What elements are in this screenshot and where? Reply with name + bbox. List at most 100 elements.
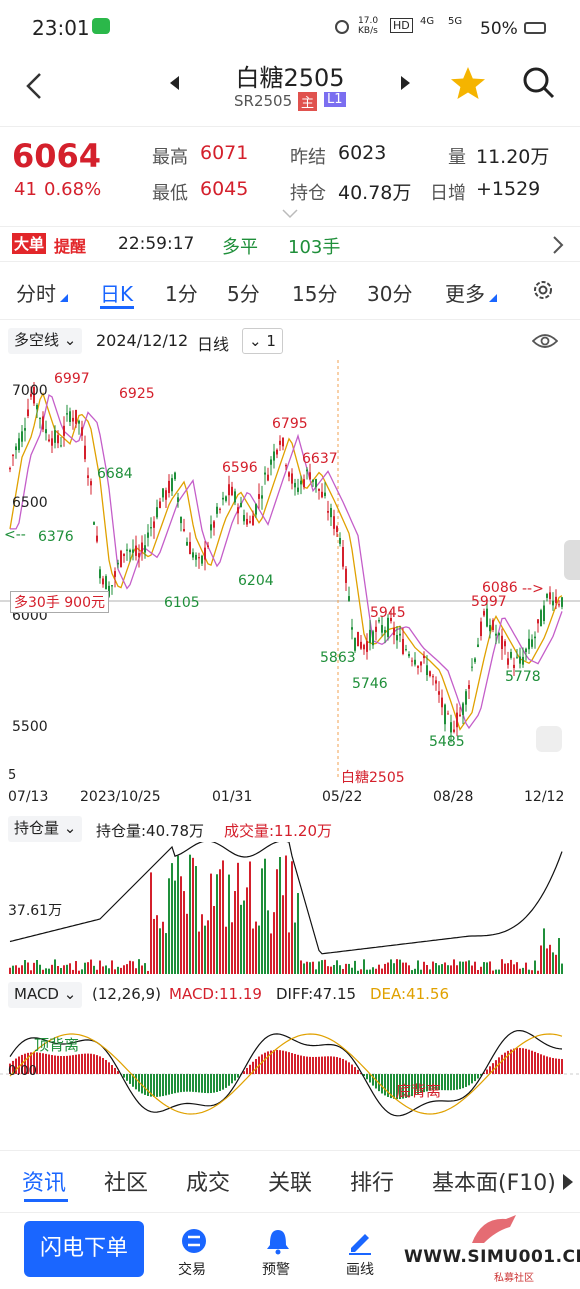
volume-bar bbox=[231, 922, 233, 974]
candle-body bbox=[141, 542, 143, 552]
macd-histogram-bar bbox=[66, 1055, 68, 1074]
oi-select[interactable]: 持仓量 ⌄ bbox=[8, 816, 83, 842]
volume-bar bbox=[99, 960, 101, 974]
candle-body bbox=[453, 729, 455, 732]
volume-bar bbox=[282, 895, 284, 974]
volume-bar bbox=[303, 963, 305, 974]
next-contract-icon[interactable] bbox=[400, 76, 410, 90]
macd-histogram-bar bbox=[402, 1074, 404, 1099]
candle-body bbox=[300, 480, 302, 485]
alert-button[interactable]: 预警 bbox=[262, 1262, 290, 1278]
candle-body bbox=[477, 644, 479, 648]
volume-bar bbox=[471, 965, 473, 974]
volume-bar bbox=[390, 959, 392, 974]
tab-intraday[interactable]: 分时 bbox=[16, 282, 56, 306]
candle-body bbox=[99, 569, 101, 579]
candle-body bbox=[384, 629, 386, 633]
star-icon[interactable] bbox=[450, 66, 486, 100]
candle-body bbox=[465, 691, 467, 705]
volume-bar bbox=[405, 962, 407, 974]
macd-histogram-bar bbox=[90, 1053, 92, 1074]
volume-bar bbox=[21, 965, 23, 974]
macd-histogram-bar bbox=[45, 1053, 47, 1074]
tab-5min[interactable]: 5分 bbox=[227, 282, 260, 306]
macd-histogram-bar bbox=[327, 1056, 329, 1074]
candle-body bbox=[342, 547, 344, 567]
big-order-alert[interactable]: 大单 提醒 22:59:17 多平 103手 bbox=[0, 226, 580, 262]
macd-histogram-bar bbox=[534, 1051, 536, 1074]
volume-bar bbox=[87, 962, 89, 974]
high-label: 最高 bbox=[152, 147, 188, 168]
tab-fundamentals[interactable]: 基本面(F10) bbox=[432, 1171, 556, 1196]
back-icon[interactable] bbox=[24, 72, 44, 100]
candle-body bbox=[147, 532, 149, 538]
macd-histogram-bar bbox=[60, 1056, 62, 1074]
tab-ranking[interactable]: 排行 bbox=[350, 1171, 395, 1196]
position-label[interactable]: 多30手 900元 bbox=[10, 591, 109, 613]
tab-community[interactable]: 社区 bbox=[104, 1171, 149, 1196]
prev-contract-icon[interactable] bbox=[170, 76, 180, 90]
volume-bar bbox=[135, 968, 137, 974]
chevron-right-icon bbox=[553, 236, 564, 254]
candle-body bbox=[495, 633, 497, 636]
oi-volume-chart[interactable] bbox=[0, 842, 580, 978]
tab-30min[interactable]: 30分 bbox=[367, 282, 413, 306]
candle-body bbox=[435, 680, 437, 684]
indicator-select[interactable]: 多空线 ⌄ bbox=[8, 328, 83, 354]
tab-trades[interactable]: 成交 bbox=[186, 1171, 231, 1196]
count-label: 1 bbox=[266, 332, 276, 350]
kline-chart[interactable] bbox=[0, 360, 580, 812]
label-high-5945: 5945 bbox=[370, 605, 406, 621]
macd-histogram-bar bbox=[444, 1074, 446, 1091]
candle-body bbox=[219, 508, 221, 510]
volume-bar bbox=[18, 967, 20, 974]
tab-news[interactable]: 资讯 bbox=[22, 1171, 67, 1196]
tab-1min[interactable]: 1分 bbox=[165, 282, 198, 306]
candle-body bbox=[309, 472, 311, 480]
label-low-6684: 6684 bbox=[97, 466, 133, 482]
candle-body bbox=[192, 552, 194, 558]
dea-line bbox=[9, 1033, 563, 1115]
side-drawer-handle[interactable] bbox=[564, 540, 580, 580]
label-low-5863: 5863 bbox=[320, 650, 356, 666]
eye-icon[interactable] bbox=[532, 332, 558, 350]
tab-active-indicator bbox=[100, 306, 134, 309]
tabs-scroll-icon[interactable] bbox=[562, 1173, 574, 1191]
candle-body bbox=[468, 685, 470, 689]
tab-more[interactable]: 更多 bbox=[445, 282, 485, 306]
volume-bar bbox=[219, 869, 221, 974]
macd-histogram-bar bbox=[135, 1074, 137, 1090]
count-select[interactable]: ⌄ 1 bbox=[242, 328, 283, 354]
draw-button[interactable]: 画线 bbox=[346, 1262, 374, 1278]
tab-related[interactable]: 关联 bbox=[268, 1171, 313, 1196]
candle-body bbox=[369, 629, 371, 643]
search-icon[interactable] bbox=[522, 66, 556, 100]
volume-bar bbox=[66, 964, 68, 974]
candle-body bbox=[180, 516, 182, 524]
fullscreen-icon[interactable] bbox=[536, 726, 562, 752]
macd-zero: 0.00 bbox=[8, 1064, 37, 1079]
volume-bar bbox=[183, 891, 185, 974]
ma-line-long bbox=[10, 394, 563, 730]
candle-body bbox=[42, 416, 44, 430]
macd-select[interactable]: MACD ⌄ bbox=[8, 982, 83, 1008]
tab-daily[interactable]: 日K bbox=[100, 282, 134, 306]
volume-bar bbox=[27, 962, 29, 974]
alert-time: 22:59:17 bbox=[118, 234, 195, 254]
trade-button[interactable]: 交易 bbox=[178, 1262, 206, 1278]
oi-value: 40.78万 bbox=[338, 182, 412, 204]
candle-body bbox=[150, 527, 152, 529]
macd-chart[interactable] bbox=[0, 1008, 580, 1148]
volume-bar bbox=[510, 959, 512, 974]
volume-bar bbox=[120, 967, 122, 974]
macd-histogram-bar bbox=[456, 1074, 458, 1090]
flash-order-button[interactable]: 闪电下单 bbox=[24, 1221, 144, 1277]
nav-header: 白糖2505 SR2505 主 L1 bbox=[0, 56, 580, 124]
candle-body bbox=[351, 627, 353, 630]
settings-gear-icon[interactable] bbox=[531, 278, 555, 302]
tab-15min[interactable]: 15分 bbox=[292, 282, 338, 306]
expand-chevron-icon[interactable] bbox=[282, 209, 298, 219]
volume-bar bbox=[90, 959, 92, 974]
volume-bar bbox=[198, 931, 200, 974]
macd-histogram-bar bbox=[213, 1074, 215, 1093]
